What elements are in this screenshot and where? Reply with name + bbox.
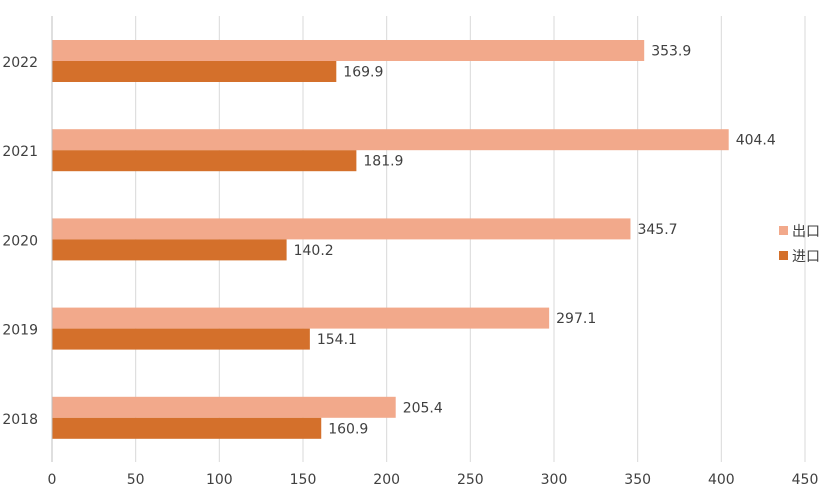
bar-2020-进口	[52, 239, 287, 261]
data-label-2021-进口: 181.9	[363, 154, 403, 170]
y-category-label: 2022	[2, 55, 38, 71]
x-tick-label: 150	[290, 472, 317, 488]
x-tick-label: 450	[792, 472, 819, 488]
data-label-2022-进口: 169.9	[343, 65, 383, 81]
y-category-label: 2021	[2, 144, 38, 160]
bar-2020-出口	[52, 218, 631, 240]
bars	[52, 40, 729, 439]
data-label-2019-出口: 297.1	[556, 311, 596, 327]
x-tick-label: 50	[127, 472, 145, 488]
data-label-2020-出口: 345.7	[637, 222, 677, 238]
y-category-label: 2018	[2, 412, 38, 428]
data-label-2020-进口: 140.2	[294, 243, 334, 259]
legend-swatch-出口	[779, 226, 788, 235]
x-tick-label: 0	[48, 472, 57, 488]
data-labels: 353.9 169.9 404.4 181.9 345.7 140.2 297.1 154.1…	[294, 44, 776, 438]
data-label-2021-出口: 404.4	[736, 133, 776, 149]
x-tick-label: 350	[624, 472, 651, 488]
bar-2022-出口	[52, 40, 645, 61]
bar-2019-进口	[52, 328, 310, 350]
legend-label-出口: 出口	[792, 224, 820, 240]
data-label-2018-出口: 205.4	[403, 400, 443, 416]
x-tick-label: 250	[457, 472, 484, 488]
data-label-2019-进口: 154.1	[317, 332, 357, 348]
bar-2018-进口	[52, 417, 322, 439]
bar-2021-出口	[52, 129, 729, 151]
legend-label-进口: 进口	[792, 249, 820, 265]
axes: 0 50 100 150 200 250 300 350 400 450 2022 2021 2020 2…	[2, 16, 818, 488]
bar-2021-进口	[52, 150, 357, 172]
data-label-2022-出口: 353.9	[651, 44, 691, 60]
y-category-label: 2020	[2, 233, 38, 249]
x-tick-label: 200	[373, 472, 400, 488]
x-tick-label: 100	[206, 472, 233, 488]
legend-swatch-进口	[779, 251, 788, 260]
y-category-label: 2019	[2, 323, 38, 339]
x-tick-label: 300	[541, 472, 568, 488]
data-label-2018-进口: 160.9	[328, 421, 368, 437]
bar-2022-进口	[52, 61, 337, 82]
x-tick-label: 400	[708, 472, 735, 488]
bar-2018-出口	[52, 396, 396, 418]
bar-2019-出口	[52, 307, 550, 329]
